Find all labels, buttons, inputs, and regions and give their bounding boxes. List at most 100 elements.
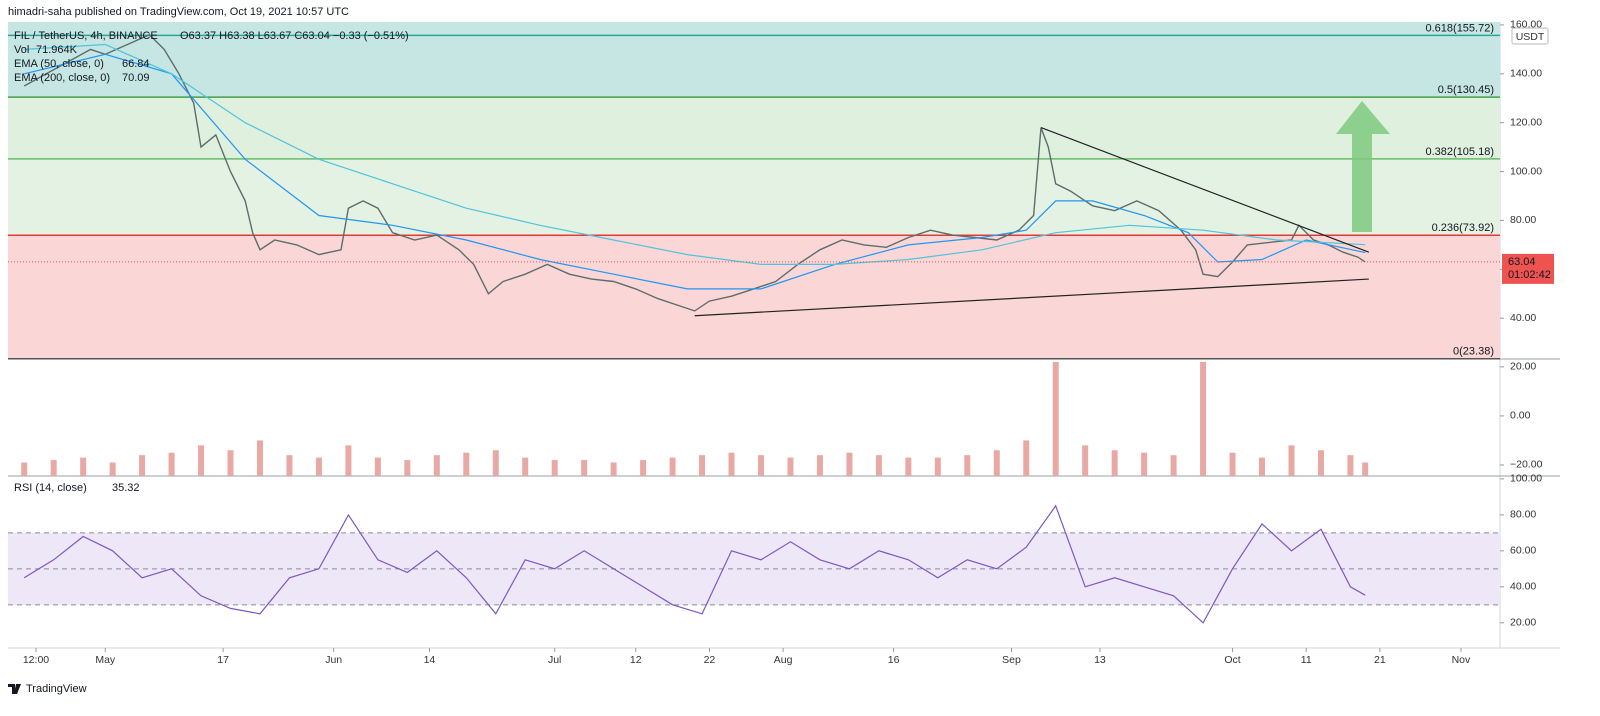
volume-bar [728, 452, 735, 476]
y-tick-label: 80.00 [1510, 214, 1536, 226]
fib-zone [8, 158, 1500, 236]
volume-bar [286, 455, 293, 476]
volume-bar [1170, 455, 1177, 476]
legend-name: RSI (14, close) [14, 482, 87, 494]
volume-bar [669, 457, 676, 476]
y-tick-label: 100.00 [1510, 165, 1542, 177]
volume-bar [1259, 457, 1266, 476]
volume-bar [404, 460, 411, 476]
publisher-line: himadri-saha published on TradingView.co… [8, 6, 349, 18]
y-tick-label: 0.00 [1510, 410, 1531, 422]
volume-bar [1229, 452, 1236, 476]
volume-bar [1200, 361, 1207, 476]
volume-bar [1362, 462, 1369, 476]
last-price-tag [1502, 253, 1554, 284]
volume-bar [757, 455, 764, 476]
volume-bar [492, 450, 499, 476]
volume-bar [787, 457, 794, 476]
x-tick-label: 16 [888, 654, 900, 666]
legend-symbol: FIL / TetherUS, 4h, BINANCE [14, 30, 158, 42]
volume-bar [374, 457, 381, 476]
volume-bar [581, 460, 588, 476]
plots: 0.618(155.72) 0.5(130.45) 0.382(105.18) 0.2… [8, 19, 1554, 666]
volume-bar [699, 455, 706, 476]
x-tick-label: 11 [1301, 654, 1312, 666]
volume-bar [1347, 455, 1354, 476]
x-tick-label: May [95, 654, 116, 666]
fib-label: 0.5(130.45) [1438, 84, 1494, 96]
volume-bar [198, 445, 205, 476]
volume-bar [256, 440, 263, 476]
x-tick-label: 12:00 [23, 654, 49, 666]
fib-label: 0.382(105.18) [1426, 146, 1495, 158]
volume-bar [551, 460, 558, 476]
volume-bar [139, 455, 146, 476]
volume-bar [522, 457, 529, 476]
fib-label: 0.236(73.92) [1432, 222, 1494, 234]
volume-bar [934, 457, 941, 476]
volume-bar [1288, 445, 1295, 476]
legend-name: EMA (200, close, 0) [14, 72, 110, 84]
volume-bar [1052, 361, 1059, 476]
y-tick-label: −20.00 [1510, 459, 1543, 471]
y-tick-label: 60.00 [1510, 545, 1536, 557]
y-tick-label: 80.00 [1510, 509, 1536, 521]
brand-logo [8, 684, 21, 694]
legend-value: 70.09 [122, 72, 150, 84]
volume-bar [80, 457, 87, 476]
brand: TradingView [26, 683, 87, 695]
volume-bar [993, 450, 1000, 476]
x-tick-label: 21 [1374, 654, 1386, 666]
series-line [23, 504, 1366, 624]
x-tick-label: 14 [424, 654, 436, 666]
fib-zone [8, 97, 1500, 159]
y-tick-label: 120.00 [1510, 116, 1542, 128]
volume-bar [1317, 450, 1324, 476]
y-tick-label: 20.00 [1510, 617, 1536, 629]
countdown: 01:02:42 [1508, 269, 1551, 281]
y-tick-label: 140.00 [1510, 68, 1542, 80]
volume-bar [315, 457, 322, 476]
x-tick-label: 22 [704, 654, 716, 666]
x-tick-label: 17 [217, 654, 229, 666]
volume-bar [345, 445, 352, 476]
volume-bar [610, 462, 617, 476]
volume-bar [846, 452, 853, 476]
volume-bar [640, 460, 647, 476]
x-tick-label: Jun [325, 654, 342, 666]
currency-box [1511, 27, 1549, 45]
y-tick-label: 100.00 [1510, 473, 1542, 485]
volume-bar [875, 455, 882, 476]
fib-label: 0.618(155.72) [1426, 22, 1495, 34]
series-line [23, 33, 1366, 312]
volume-bar [816, 455, 823, 476]
volume-bar [168, 452, 175, 476]
volume-bar [905, 457, 912, 476]
x-tick-label: Oct [1224, 654, 1240, 666]
series-line [24, 43, 1366, 265]
currency: USDT [1516, 31, 1545, 43]
trendline [1040, 127, 1370, 253]
volume-bar [1023, 440, 1030, 476]
last-price: 63.04 [1508, 256, 1536, 268]
volume-bar [964, 455, 971, 476]
x-tick-label: Jul [548, 654, 561, 666]
volume-bar [1082, 445, 1089, 476]
volume-bar [1141, 452, 1148, 476]
volume-bar [109, 462, 116, 476]
fib-zone [8, 22, 1500, 36]
fib-label: 0(23.38) [1453, 346, 1494, 358]
volume-bar [463, 452, 470, 476]
volume-bar [227, 450, 234, 476]
y-tick-label: 20.00 [1510, 361, 1536, 373]
x-tick-label: 12 [630, 654, 642, 666]
fib-zone [8, 235, 1500, 359]
legend-ohlc: O63.37 H63.38 L63.67 C63.04 −0.33 (−0.51… [180, 30, 409, 42]
x-tick-label: Nov [1452, 654, 1471, 666]
x-tick-label: Aug [774, 654, 793, 666]
legend-name: Vol [14, 44, 29, 56]
y-tick-label: 40.00 [1510, 312, 1536, 324]
volume-bar [1111, 450, 1118, 476]
y-tick-label: 40.00 [1510, 581, 1536, 593]
legend-value: 66.84 [122, 58, 150, 70]
